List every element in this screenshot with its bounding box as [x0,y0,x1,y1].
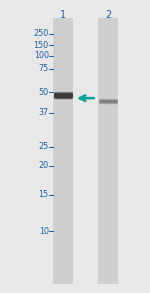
Text: 20: 20 [39,161,49,170]
Bar [98,18,118,284]
Text: 15: 15 [39,190,49,199]
Text: 75: 75 [39,64,49,73]
Text: 100: 100 [34,51,49,60]
Text: 37: 37 [39,108,49,117]
Text: 25: 25 [39,142,49,151]
Bar [53,18,73,284]
Text: 10: 10 [39,227,49,236]
Text: 1: 1 [60,10,66,20]
Text: 150: 150 [34,41,49,50]
Text: 2: 2 [105,10,111,20]
Text: 250: 250 [33,29,49,38]
Text: 50: 50 [39,88,49,97]
